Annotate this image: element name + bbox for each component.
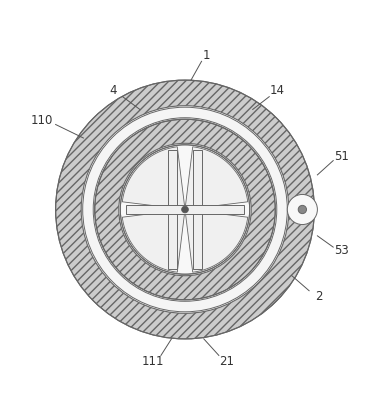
Text: 14: 14: [269, 84, 284, 97]
Circle shape: [287, 194, 317, 225]
Circle shape: [93, 118, 277, 301]
Circle shape: [119, 143, 251, 276]
Text: 53: 53: [334, 244, 349, 257]
Circle shape: [95, 119, 275, 300]
Circle shape: [120, 145, 250, 274]
Circle shape: [83, 107, 287, 312]
Circle shape: [298, 205, 306, 214]
Circle shape: [81, 106, 289, 313]
Text: 21: 21: [219, 355, 234, 368]
Text: 1: 1: [202, 49, 210, 62]
Text: 51: 51: [334, 150, 349, 163]
Bar: [126, 205, 244, 214]
Bar: [168, 150, 178, 269]
Bar: [192, 150, 202, 269]
Text: 111: 111: [142, 355, 165, 368]
Polygon shape: [122, 147, 185, 210]
Text: 2: 2: [315, 290, 323, 303]
Polygon shape: [185, 210, 248, 272]
Polygon shape: [185, 147, 248, 210]
Circle shape: [56, 80, 314, 339]
Polygon shape: [122, 210, 185, 272]
Circle shape: [182, 206, 188, 213]
Text: 4: 4: [110, 84, 117, 97]
Text: 110: 110: [31, 114, 53, 127]
